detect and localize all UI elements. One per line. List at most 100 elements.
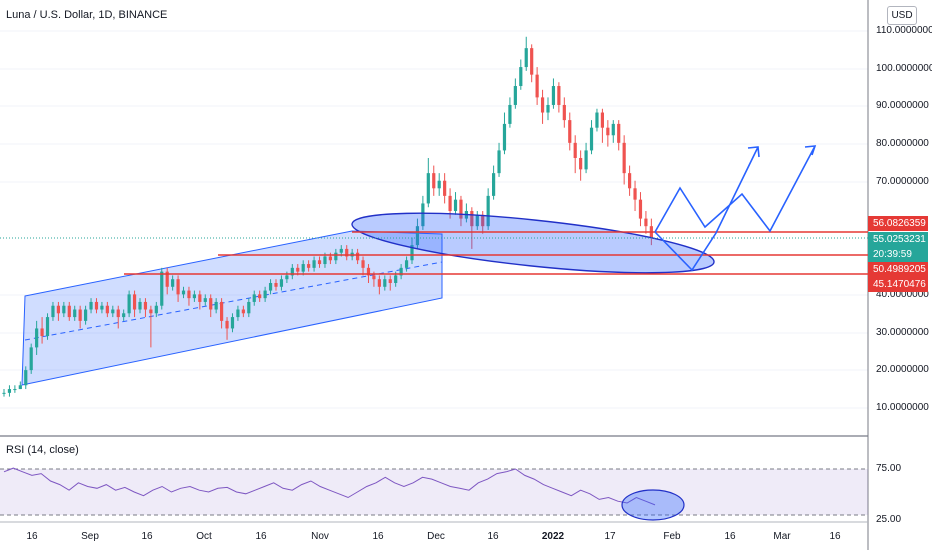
- candle-down: [116, 309, 120, 318]
- candle-down: [132, 294, 137, 310]
- horizontal-levels[interactable]: [124, 231, 868, 275]
- candle-up: [18, 385, 22, 390]
- projection-path-upper[interactable]: [654, 145, 816, 233]
- candle-up: [492, 173, 496, 196]
- candle-down: [366, 267, 371, 276]
- candle-down: [356, 252, 360, 261]
- candle-up: [45, 317, 50, 337]
- candle-up: [611, 123, 615, 136]
- candle-up: [230, 317, 235, 329]
- time-tick-label: 16: [829, 531, 841, 542]
- chart-title: Luna / U.S. Dollar, 1D, BINANCE: [6, 9, 168, 21]
- price-tick-label: 40.0000000: [876, 289, 929, 300]
- candle-up: [312, 260, 316, 268]
- candle-down: [328, 256, 332, 261]
- candle-up: [127, 294, 131, 314]
- candle-down: [470, 211, 474, 227]
- candle-down: [535, 74, 539, 98]
- price-badge: 50.4989205: [868, 262, 928, 277]
- candle-up: [263, 290, 267, 299]
- candle-down: [628, 173, 632, 189]
- candle-up: [181, 290, 186, 295]
- candle-up: [111, 309, 115, 314]
- candle-up: [247, 301, 251, 314]
- candle-down: [459, 199, 463, 219]
- candle-down: [209, 298, 213, 310]
- candle-down: [481, 214, 485, 227]
- price-tick-label: 20.0000000: [876, 364, 929, 375]
- candle-up: [154, 305, 158, 314]
- rsi-highlight-ellipse[interactable]: [621, 489, 685, 521]
- candle-up: [589, 127, 594, 151]
- candle-up: [285, 275, 289, 280]
- candle-up: [29, 347, 33, 371]
- candle-up: [100, 305, 104, 310]
- candle-down: [78, 309, 82, 321]
- candle-up: [214, 301, 218, 310]
- rsi-line: [3, 467, 656, 506]
- candle-down: [633, 188, 637, 200]
- candle-up: [595, 112, 599, 128]
- support-zone-ellipse[interactable]: [350, 201, 717, 285]
- candle-up: [437, 180, 441, 189]
- candle-up: [475, 214, 479, 227]
- candle-down: [617, 123, 621, 143]
- price-tick-label: 30.0000000: [876, 327, 929, 338]
- candle-up: [323, 256, 327, 265]
- candle-up: [546, 104, 550, 113]
- candle-down: [165, 271, 169, 287]
- price-badge: 45.1470476: [868, 277, 928, 292]
- price-tick-label: 70.0000000: [876, 176, 929, 187]
- currency-button[interactable]: USD: [887, 6, 917, 25]
- candle-up: [383, 279, 387, 287]
- time-tick-label: Dec: [427, 531, 445, 542]
- time-tick-label: Nov: [311, 531, 329, 542]
- candle-down: [530, 48, 534, 75]
- candle-down: [67, 305, 71, 318]
- candle-down: [568, 120, 572, 143]
- candle-up: [415, 226, 420, 246]
- time-tick-label: Mar: [773, 531, 791, 542]
- price-tick-label: 10.0000000: [876, 402, 929, 413]
- candle-down: [600, 112, 604, 128]
- candle-up: [394, 275, 398, 283]
- candle-down: [557, 86, 561, 105]
- candle-up: [453, 199, 458, 212]
- candle-up: [290, 267, 294, 276]
- candle-down: [388, 279, 392, 283]
- candle-down: [187, 290, 191, 299]
- candle-up: [7, 389, 12, 393]
- price-tick-label: 100.0000000: [876, 63, 932, 74]
- candle-up: [122, 313, 126, 318]
- candlestick-series: [2, 36, 653, 397]
- candle-up: [513, 86, 517, 105]
- ascending-channel[interactable]: [21, 230, 443, 386]
- candle-up: [486, 195, 490, 227]
- candle-down: [443, 180, 447, 196]
- price-tick-label: 80.0000000: [876, 138, 929, 149]
- candle-up: [84, 309, 88, 321]
- candle-down: [606, 127, 610, 136]
- price-badge: 55.0253231: [868, 232, 928, 247]
- candle-down: [176, 279, 180, 295]
- candle-down: [225, 320, 229, 329]
- candle-up: [51, 305, 55, 318]
- candle-down: [56, 305, 60, 314]
- rsi-band: [0, 469, 868, 515]
- projection-path-lower[interactable]: [654, 146, 759, 272]
- candle-down: [296, 267, 300, 272]
- candle-down: [377, 279, 381, 287]
- candle-up: [236, 309, 240, 318]
- candle-down: [149, 309, 153, 314]
- candle-down: [432, 173, 436, 189]
- candle-up: [410, 245, 414, 261]
- candle-up: [524, 48, 528, 68]
- candle-up: [399, 267, 403, 276]
- candle-up: [13, 389, 17, 391]
- time-tick-label: Feb: [663, 531, 681, 542]
- candle-up: [268, 282, 273, 291]
- rsi-tick-label: 75.00: [876, 463, 902, 474]
- time-tick-label: 16: [141, 531, 153, 542]
- candle-down: [622, 142, 626, 174]
